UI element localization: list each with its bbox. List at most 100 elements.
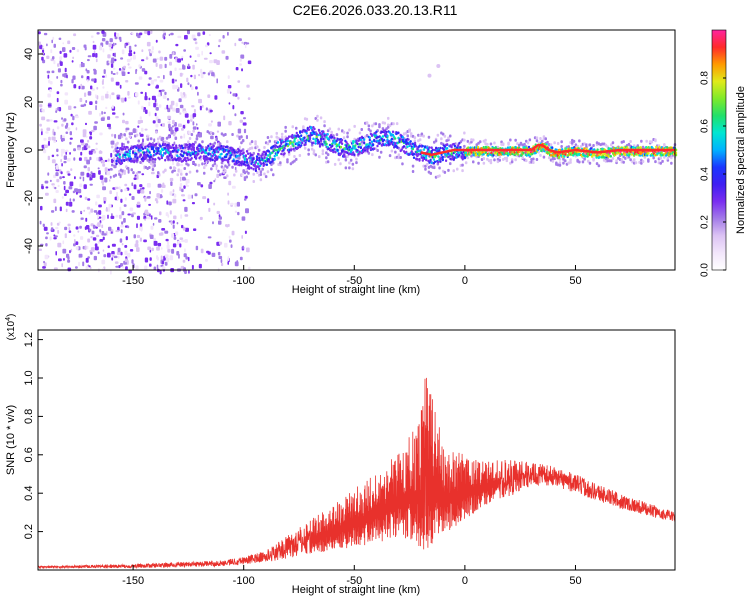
spectrogram-halo-cell — [537, 150, 540, 154]
spectrogram-noise-cell — [87, 139, 90, 143]
spectrogram-noise-cell — [179, 176, 182, 182]
spectrogram-noise-cell — [227, 192, 229, 196]
spectrogram-noise-cell — [141, 49, 144, 53]
spectrogram-halo-cell — [132, 171, 135, 175]
spectrogram-halo-cell — [126, 166, 130, 170]
spectrogram-halo-cell — [183, 167, 186, 170]
spectrogram-halo-cell — [560, 145, 563, 148]
spectrogram-noise-cell — [137, 171, 141, 174]
spectrogram-noise-cell — [139, 223, 143, 227]
spectrogram-noise-cell — [217, 44, 221, 48]
spectrogram-noise-cell — [172, 198, 177, 204]
spectrogram-noise-cell — [177, 168, 181, 173]
spectrogram-noise-cell — [73, 148, 76, 152]
spectrogram-noise-cell — [223, 115, 226, 121]
spectrogram-noise-cell — [95, 147, 98, 151]
spectrogram-noise-cell — [111, 243, 116, 247]
spectrogram-halo-cell — [310, 143, 314, 147]
spectrogram-noise-cell — [118, 265, 121, 269]
spectrogram-halo-cell — [119, 132, 123, 136]
spectrogram-noise-cell — [102, 182, 104, 186]
spectrogram-halo-cell — [408, 128, 411, 132]
spectrogram-halo-cell — [592, 158, 595, 162]
spectrogram-noise-cell — [98, 150, 103, 154]
spectrogram-noise-cell — [159, 194, 163, 199]
spectrogram-noise-cell — [187, 256, 190, 262]
spectrogram-ridge-cell — [238, 163, 241, 167]
spectrogram-noise-cell — [122, 143, 125, 146]
spectrogram-noise-cell — [200, 73, 204, 79]
spectrogram-noise-cell — [125, 80, 129, 83]
spectrogram-halo-cell — [314, 153, 317, 157]
spectrogram-ridge-cell — [181, 154, 184, 158]
spectrogram-ridge-cell — [331, 144, 334, 148]
spectrogram-ridge-cell — [255, 158, 259, 162]
spectrogram-noise-cell — [50, 222, 53, 226]
spectrogram-halo-cell — [535, 158, 539, 161]
spectrogram-halo-cell — [323, 124, 326, 128]
spectrogram-noise-cell — [85, 266, 89, 270]
spectrogram-noise-cell — [78, 253, 83, 258]
spectrogram-noise-cell — [216, 210, 220, 214]
spectrogram-halo-cell — [358, 131, 362, 135]
spectrogram-noise-cell — [210, 135, 214, 140]
spectrogram-noise-cell — [175, 102, 178, 107]
spectrogram-noise-cell — [157, 76, 160, 79]
spectrogram-noise-cell — [183, 178, 187, 181]
spectrogram-noise-cell — [85, 135, 88, 138]
spectrogram-noise-cell — [156, 174, 160, 179]
spectrogram-noise-cell — [191, 105, 195, 108]
spectrogram-ridge-cell — [401, 136, 404, 139]
spectrogram-noise-cell — [71, 210, 75, 213]
spectrogram-halo-cell — [218, 173, 222, 177]
spectrogram-noise-cell — [103, 111, 106, 114]
colorbar-tick-label: 0.2 — [700, 215, 711, 229]
spectrogram-noise-cell — [153, 79, 158, 82]
spectrogram-halo-cell — [250, 146, 254, 150]
spectrogram-noise-cell — [80, 151, 83, 156]
spectrogram-ridge-cell — [261, 153, 264, 156]
spectrogram-halo-cell — [130, 132, 133, 136]
spectrogram-ridge-cell — [336, 148, 339, 152]
spectrogram-noise-cell — [143, 107, 146, 110]
colorbar-ticks: 0.00.20.40.60.8 — [700, 71, 726, 277]
spectrogram-noise-cell — [132, 212, 136, 215]
spectrogram-noise-cell — [75, 266, 78, 269]
spectrogram-noise-cell — [96, 32, 100, 35]
spectrogram-noise-cell — [90, 208, 94, 213]
spectrogram-noise-cell — [41, 108, 44, 112]
spectrogram-noise-cell — [133, 234, 136, 239]
spectrogram-noise-cell — [210, 120, 213, 123]
spectrogram-noise-cell — [226, 88, 231, 94]
spectrogram-ridge-cell — [358, 150, 361, 154]
spectrogram-ridge-cell — [292, 147, 295, 151]
spectrogram-halo-cell — [319, 116, 323, 120]
spectrogram-halo-cell — [426, 162, 429, 166]
spectrogram-noise-cell — [92, 40, 95, 44]
spectrogram-noise-cell — [200, 68, 203, 74]
spectrogram-noise-cell — [55, 226, 59, 230]
snr-multiplier-exponent: 4 — [5, 317, 12, 321]
spectrogram-noise-cell — [151, 171, 155, 175]
spectrogram-ridge-cell — [359, 146, 362, 150]
spectrogram-noise-cell — [230, 244, 233, 248]
spectrogram-noise-cell — [43, 260, 45, 264]
spectrogram-halo-cell — [353, 124, 356, 128]
spectrogram-noise-cell — [115, 116, 119, 119]
spectrogram-noise-cell — [192, 126, 197, 130]
spectrogram-noise-cell — [173, 215, 177, 220]
spectrogram-ridge-cell — [603, 156, 606, 159]
spectrogram-noise-cell — [51, 70, 55, 74]
spectrogram-ridge-cell — [224, 155, 228, 159]
spectrogram-noise-cell — [240, 111, 244, 115]
spectrogram-noise-cell — [179, 243, 182, 248]
spectrogram-halo-cell — [351, 167, 355, 171]
snr-y-axis-label: SNR (10 * v/v) — [5, 405, 17, 475]
spectrogram-ridge-cell — [251, 153, 254, 157]
spectrogram-noise-cell — [104, 74, 107, 78]
spectrogram-noise-cell — [53, 237, 57, 240]
spectrogram-halo-cell — [234, 169, 238, 173]
spectrogram-ridge-cell — [190, 148, 193, 151]
spectrogram-halo-cell — [447, 168, 450, 172]
